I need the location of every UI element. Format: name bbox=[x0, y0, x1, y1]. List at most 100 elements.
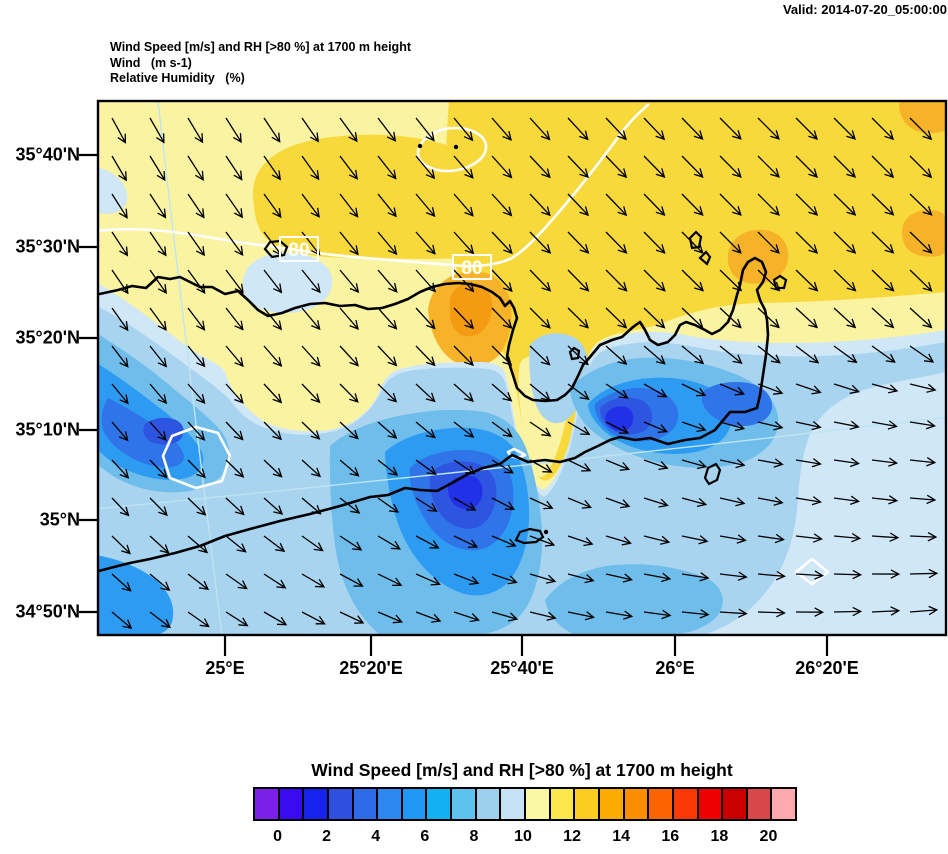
colorbar-tick-label: 18 bbox=[710, 828, 729, 845]
wind-arrow bbox=[871, 231, 895, 254]
wind-arrow bbox=[491, 611, 519, 622]
wind-arrow bbox=[263, 345, 283, 367]
wind-arrow bbox=[263, 193, 282, 219]
wind-arrow bbox=[909, 532, 938, 542]
colorbar-cell bbox=[673, 789, 699, 819]
wind-arrow bbox=[681, 572, 710, 582]
wind-arrow bbox=[377, 155, 397, 180]
island-outline bbox=[772, 274, 788, 290]
wind-arrow bbox=[719, 458, 746, 469]
islet-dot bbox=[417, 143, 423, 149]
wind-arrow bbox=[415, 421, 436, 439]
colorbar-cell bbox=[624, 789, 650, 819]
title-line-1: Wind Speed [m/s] and RH [>80 %] at 1700 … bbox=[110, 40, 411, 54]
lat-label: 35°10'N bbox=[15, 419, 80, 440]
islet-dot bbox=[543, 529, 549, 535]
wind-arrow bbox=[225, 459, 245, 478]
wind-arrow bbox=[643, 155, 666, 179]
wind-arrow bbox=[263, 269, 283, 294]
title-line-3: Relative Humidity (%) bbox=[110, 71, 245, 85]
wind-arrow bbox=[871, 606, 901, 616]
colorbar-cell bbox=[698, 789, 724, 819]
wind-arrow bbox=[795, 231, 819, 254]
colorbar-cell bbox=[723, 789, 748, 819]
wind-arrow bbox=[491, 231, 513, 255]
wind-arrow bbox=[833, 117, 856, 140]
wind-arrow bbox=[871, 117, 895, 141]
wind-arrow bbox=[377, 535, 401, 550]
wind-arrow bbox=[301, 383, 321, 404]
wind-arrow bbox=[833, 307, 857, 329]
rh-contour-label: 80 bbox=[461, 258, 482, 279]
wind-arrow bbox=[491, 421, 513, 438]
lon-label: 25°E bbox=[205, 658, 245, 678]
wind-arrow bbox=[415, 193, 436, 218]
wind-arrow bbox=[339, 155, 359, 180]
wind-arrow bbox=[795, 269, 819, 292]
wind-arrow bbox=[491, 535, 517, 548]
wind-arrow bbox=[643, 459, 669, 471]
wind-arrow bbox=[453, 193, 474, 217]
wind-arrow bbox=[491, 383, 513, 402]
wind-arrow bbox=[149, 117, 165, 144]
wind-arrow bbox=[833, 269, 857, 292]
wind-arrow bbox=[605, 307, 628, 329]
wind-arrow bbox=[415, 573, 441, 586]
wind-arrow bbox=[453, 345, 474, 367]
wind-arrow bbox=[871, 155, 895, 179]
wind-arrow bbox=[757, 117, 780, 140]
wind-arrow bbox=[567, 535, 594, 547]
wind-arrow bbox=[111, 345, 129, 368]
wind-arrow bbox=[719, 231, 742, 254]
rh-80-contour bbox=[416, 126, 488, 173]
wind-arrow bbox=[643, 383, 668, 398]
wind-arrow bbox=[339, 421, 359, 440]
colorbar-tick-label: 8 bbox=[469, 828, 479, 845]
wind-arrow bbox=[187, 231, 206, 257]
wind-arrow bbox=[871, 420, 898, 430]
wind-arrow bbox=[605, 459, 630, 471]
wind-arrow bbox=[871, 383, 899, 394]
fill-region-amber-ne-corner bbox=[899, 101, 946, 134]
fill-region-blue-royal-west bbox=[143, 417, 184, 445]
wind-arrow bbox=[909, 117, 933, 141]
wind-arrow bbox=[719, 497, 746, 507]
wind-arrow bbox=[301, 573, 326, 588]
colorbar-cell bbox=[378, 789, 403, 819]
colorbar-cell bbox=[427, 789, 453, 819]
island-outline bbox=[703, 462, 722, 486]
wind-arrow bbox=[909, 345, 935, 363]
wind-arrow bbox=[719, 383, 745, 396]
wind-arrow bbox=[339, 497, 361, 514]
fill-region-blue-west-edge bbox=[98, 167, 128, 214]
wind-arrow bbox=[187, 155, 204, 181]
island-outline bbox=[688, 230, 703, 250]
wind-arrow bbox=[377, 611, 404, 624]
wind-arrow bbox=[111, 573, 132, 592]
wind-arrow bbox=[529, 231, 552, 254]
wind-arrow bbox=[719, 421, 746, 432]
wind-arrow bbox=[225, 421, 244, 441]
wind-arrow bbox=[643, 497, 669, 508]
wind-arrow bbox=[605, 535, 632, 546]
colorbar-cell bbox=[649, 789, 674, 819]
wind-arrow bbox=[871, 569, 901, 579]
rh-contour-label: 80 bbox=[288, 240, 309, 261]
wind-arrow bbox=[111, 117, 127, 144]
wind-arrow bbox=[757, 570, 786, 581]
wind-arrow bbox=[909, 193, 933, 216]
wind-arrow bbox=[719, 571, 748, 581]
wind-arrow bbox=[263, 117, 281, 143]
wind-arrow bbox=[111, 383, 129, 405]
colorbar-cell bbox=[476, 789, 502, 819]
wind-arrow bbox=[833, 569, 863, 580]
colorbar-cell bbox=[279, 789, 305, 819]
wind-arrow bbox=[263, 307, 283, 331]
wind-arrow bbox=[909, 568, 939, 579]
wind-arrow bbox=[643, 535, 671, 545]
wind-arrow bbox=[415, 535, 440, 549]
wind-arrow bbox=[681, 497, 708, 508]
fill-region-blue-dark-central bbox=[447, 475, 483, 510]
